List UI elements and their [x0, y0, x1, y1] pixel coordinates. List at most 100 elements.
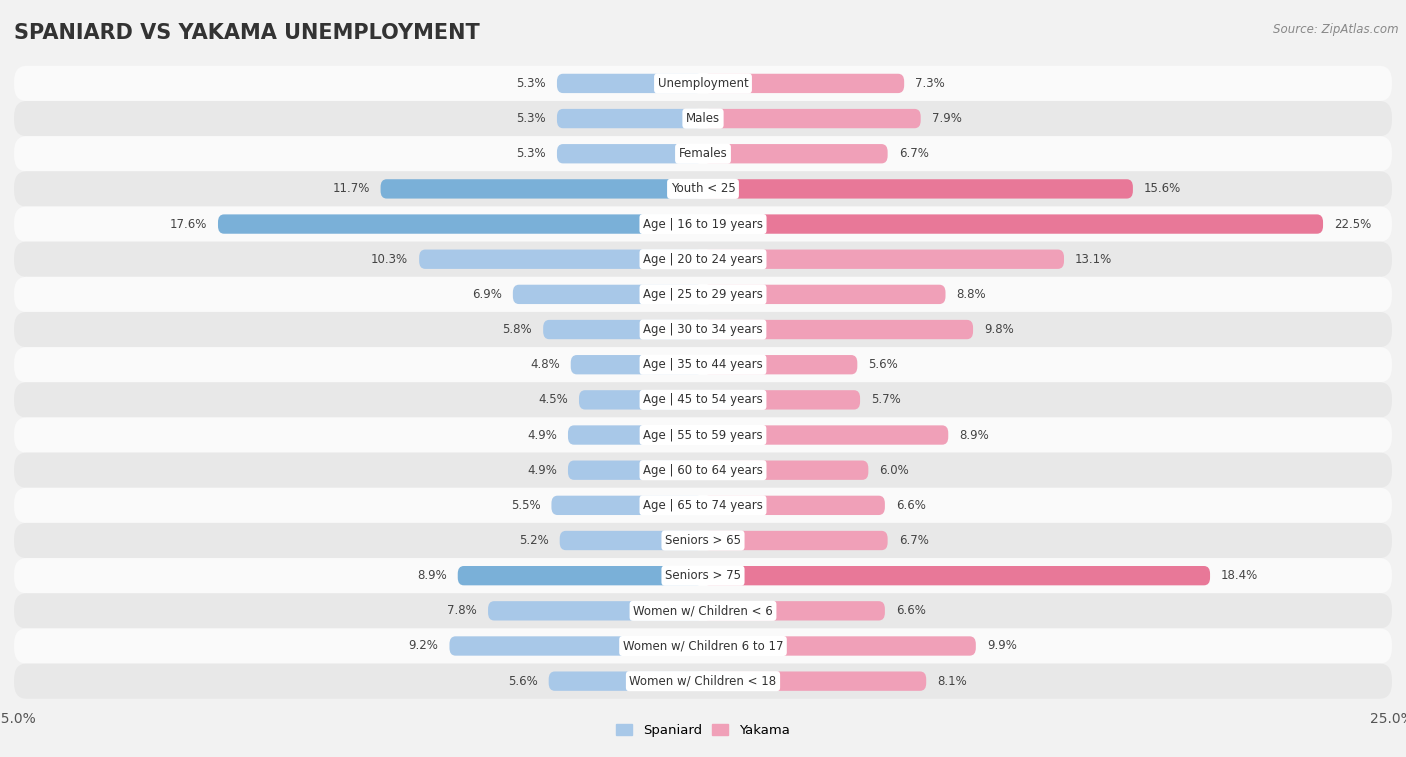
FancyBboxPatch shape: [560, 531, 703, 550]
Text: Women w/ Children < 6: Women w/ Children < 6: [633, 604, 773, 617]
FancyBboxPatch shape: [450, 637, 703, 656]
Text: 6.9%: 6.9%: [472, 288, 502, 301]
FancyBboxPatch shape: [703, 425, 948, 444]
FancyBboxPatch shape: [218, 214, 703, 234]
FancyBboxPatch shape: [14, 207, 1392, 241]
FancyBboxPatch shape: [14, 558, 1392, 593]
Text: 7.9%: 7.9%: [932, 112, 962, 125]
FancyBboxPatch shape: [703, 671, 927, 691]
Text: Seniors > 65: Seniors > 65: [665, 534, 741, 547]
Text: Age | 30 to 34 years: Age | 30 to 34 years: [643, 323, 763, 336]
Text: 5.2%: 5.2%: [519, 534, 548, 547]
FancyBboxPatch shape: [14, 488, 1392, 523]
Text: Age | 35 to 44 years: Age | 35 to 44 years: [643, 358, 763, 371]
Text: 5.3%: 5.3%: [516, 77, 546, 90]
Text: 13.1%: 13.1%: [1076, 253, 1112, 266]
Text: 6.6%: 6.6%: [896, 604, 925, 617]
Text: 6.7%: 6.7%: [898, 534, 928, 547]
FancyBboxPatch shape: [14, 628, 1392, 664]
Text: 9.9%: 9.9%: [987, 640, 1017, 653]
FancyBboxPatch shape: [557, 109, 703, 128]
Text: 7.3%: 7.3%: [915, 77, 945, 90]
Text: 4.8%: 4.8%: [530, 358, 560, 371]
Text: 7.8%: 7.8%: [447, 604, 477, 617]
FancyBboxPatch shape: [14, 312, 1392, 347]
Text: Age | 16 to 19 years: Age | 16 to 19 years: [643, 217, 763, 231]
Text: 5.5%: 5.5%: [510, 499, 540, 512]
Text: 4.9%: 4.9%: [527, 464, 557, 477]
FancyBboxPatch shape: [551, 496, 703, 515]
Text: Age | 60 to 64 years: Age | 60 to 64 years: [643, 464, 763, 477]
Text: Unemployment: Unemployment: [658, 77, 748, 90]
Text: 9.8%: 9.8%: [984, 323, 1014, 336]
Text: 8.8%: 8.8%: [956, 288, 986, 301]
Text: Women w/ Children 6 to 17: Women w/ Children 6 to 17: [623, 640, 783, 653]
Text: 5.3%: 5.3%: [516, 148, 546, 160]
FancyBboxPatch shape: [703, 390, 860, 410]
FancyBboxPatch shape: [703, 355, 858, 375]
Text: 6.6%: 6.6%: [896, 499, 925, 512]
FancyBboxPatch shape: [14, 593, 1392, 628]
Text: Age | 65 to 74 years: Age | 65 to 74 years: [643, 499, 763, 512]
FancyBboxPatch shape: [571, 355, 703, 375]
Text: 5.3%: 5.3%: [516, 112, 546, 125]
FancyBboxPatch shape: [14, 171, 1392, 207]
FancyBboxPatch shape: [14, 277, 1392, 312]
FancyBboxPatch shape: [703, 73, 904, 93]
Text: Women w/ Children < 18: Women w/ Children < 18: [630, 674, 776, 687]
Text: Seniors > 75: Seniors > 75: [665, 569, 741, 582]
Text: 10.3%: 10.3%: [371, 253, 408, 266]
Text: 4.9%: 4.9%: [527, 428, 557, 441]
FancyBboxPatch shape: [557, 73, 703, 93]
Text: 8.1%: 8.1%: [938, 674, 967, 687]
Text: 15.6%: 15.6%: [1144, 182, 1181, 195]
FancyBboxPatch shape: [14, 453, 1392, 488]
FancyBboxPatch shape: [381, 179, 703, 198]
FancyBboxPatch shape: [703, 566, 1211, 585]
FancyBboxPatch shape: [14, 241, 1392, 277]
Text: 8.9%: 8.9%: [418, 569, 447, 582]
Text: Source: ZipAtlas.com: Source: ZipAtlas.com: [1274, 23, 1399, 36]
Text: 18.4%: 18.4%: [1220, 569, 1258, 582]
FancyBboxPatch shape: [14, 664, 1392, 699]
Text: 9.2%: 9.2%: [409, 640, 439, 653]
Text: Females: Females: [679, 148, 727, 160]
FancyBboxPatch shape: [568, 460, 703, 480]
Text: 11.7%: 11.7%: [332, 182, 370, 195]
Text: 5.7%: 5.7%: [872, 394, 901, 407]
FancyBboxPatch shape: [548, 671, 703, 691]
Text: 6.7%: 6.7%: [898, 148, 928, 160]
FancyBboxPatch shape: [703, 109, 921, 128]
FancyBboxPatch shape: [703, 285, 945, 304]
Text: 5.6%: 5.6%: [869, 358, 898, 371]
FancyBboxPatch shape: [557, 144, 703, 164]
FancyBboxPatch shape: [14, 136, 1392, 171]
FancyBboxPatch shape: [703, 531, 887, 550]
FancyBboxPatch shape: [568, 425, 703, 444]
FancyBboxPatch shape: [703, 496, 884, 515]
FancyBboxPatch shape: [703, 214, 1323, 234]
FancyBboxPatch shape: [14, 101, 1392, 136]
FancyBboxPatch shape: [419, 250, 703, 269]
FancyBboxPatch shape: [513, 285, 703, 304]
FancyBboxPatch shape: [703, 601, 884, 621]
FancyBboxPatch shape: [14, 523, 1392, 558]
Text: 5.8%: 5.8%: [502, 323, 531, 336]
FancyBboxPatch shape: [703, 250, 1064, 269]
FancyBboxPatch shape: [488, 601, 703, 621]
Text: 8.9%: 8.9%: [959, 428, 988, 441]
FancyBboxPatch shape: [14, 66, 1392, 101]
Text: SPANIARD VS YAKAMA UNEMPLOYMENT: SPANIARD VS YAKAMA UNEMPLOYMENT: [14, 23, 479, 42]
Text: Age | 55 to 59 years: Age | 55 to 59 years: [643, 428, 763, 441]
FancyBboxPatch shape: [579, 390, 703, 410]
FancyBboxPatch shape: [703, 460, 869, 480]
Text: 22.5%: 22.5%: [1334, 217, 1371, 231]
Text: Age | 25 to 29 years: Age | 25 to 29 years: [643, 288, 763, 301]
Text: Age | 20 to 24 years: Age | 20 to 24 years: [643, 253, 763, 266]
Text: 6.0%: 6.0%: [879, 464, 910, 477]
Legend: Spaniard, Yakama: Spaniard, Yakama: [612, 719, 794, 743]
FancyBboxPatch shape: [543, 320, 703, 339]
Text: Males: Males: [686, 112, 720, 125]
Text: 5.6%: 5.6%: [508, 674, 537, 687]
FancyBboxPatch shape: [14, 417, 1392, 453]
